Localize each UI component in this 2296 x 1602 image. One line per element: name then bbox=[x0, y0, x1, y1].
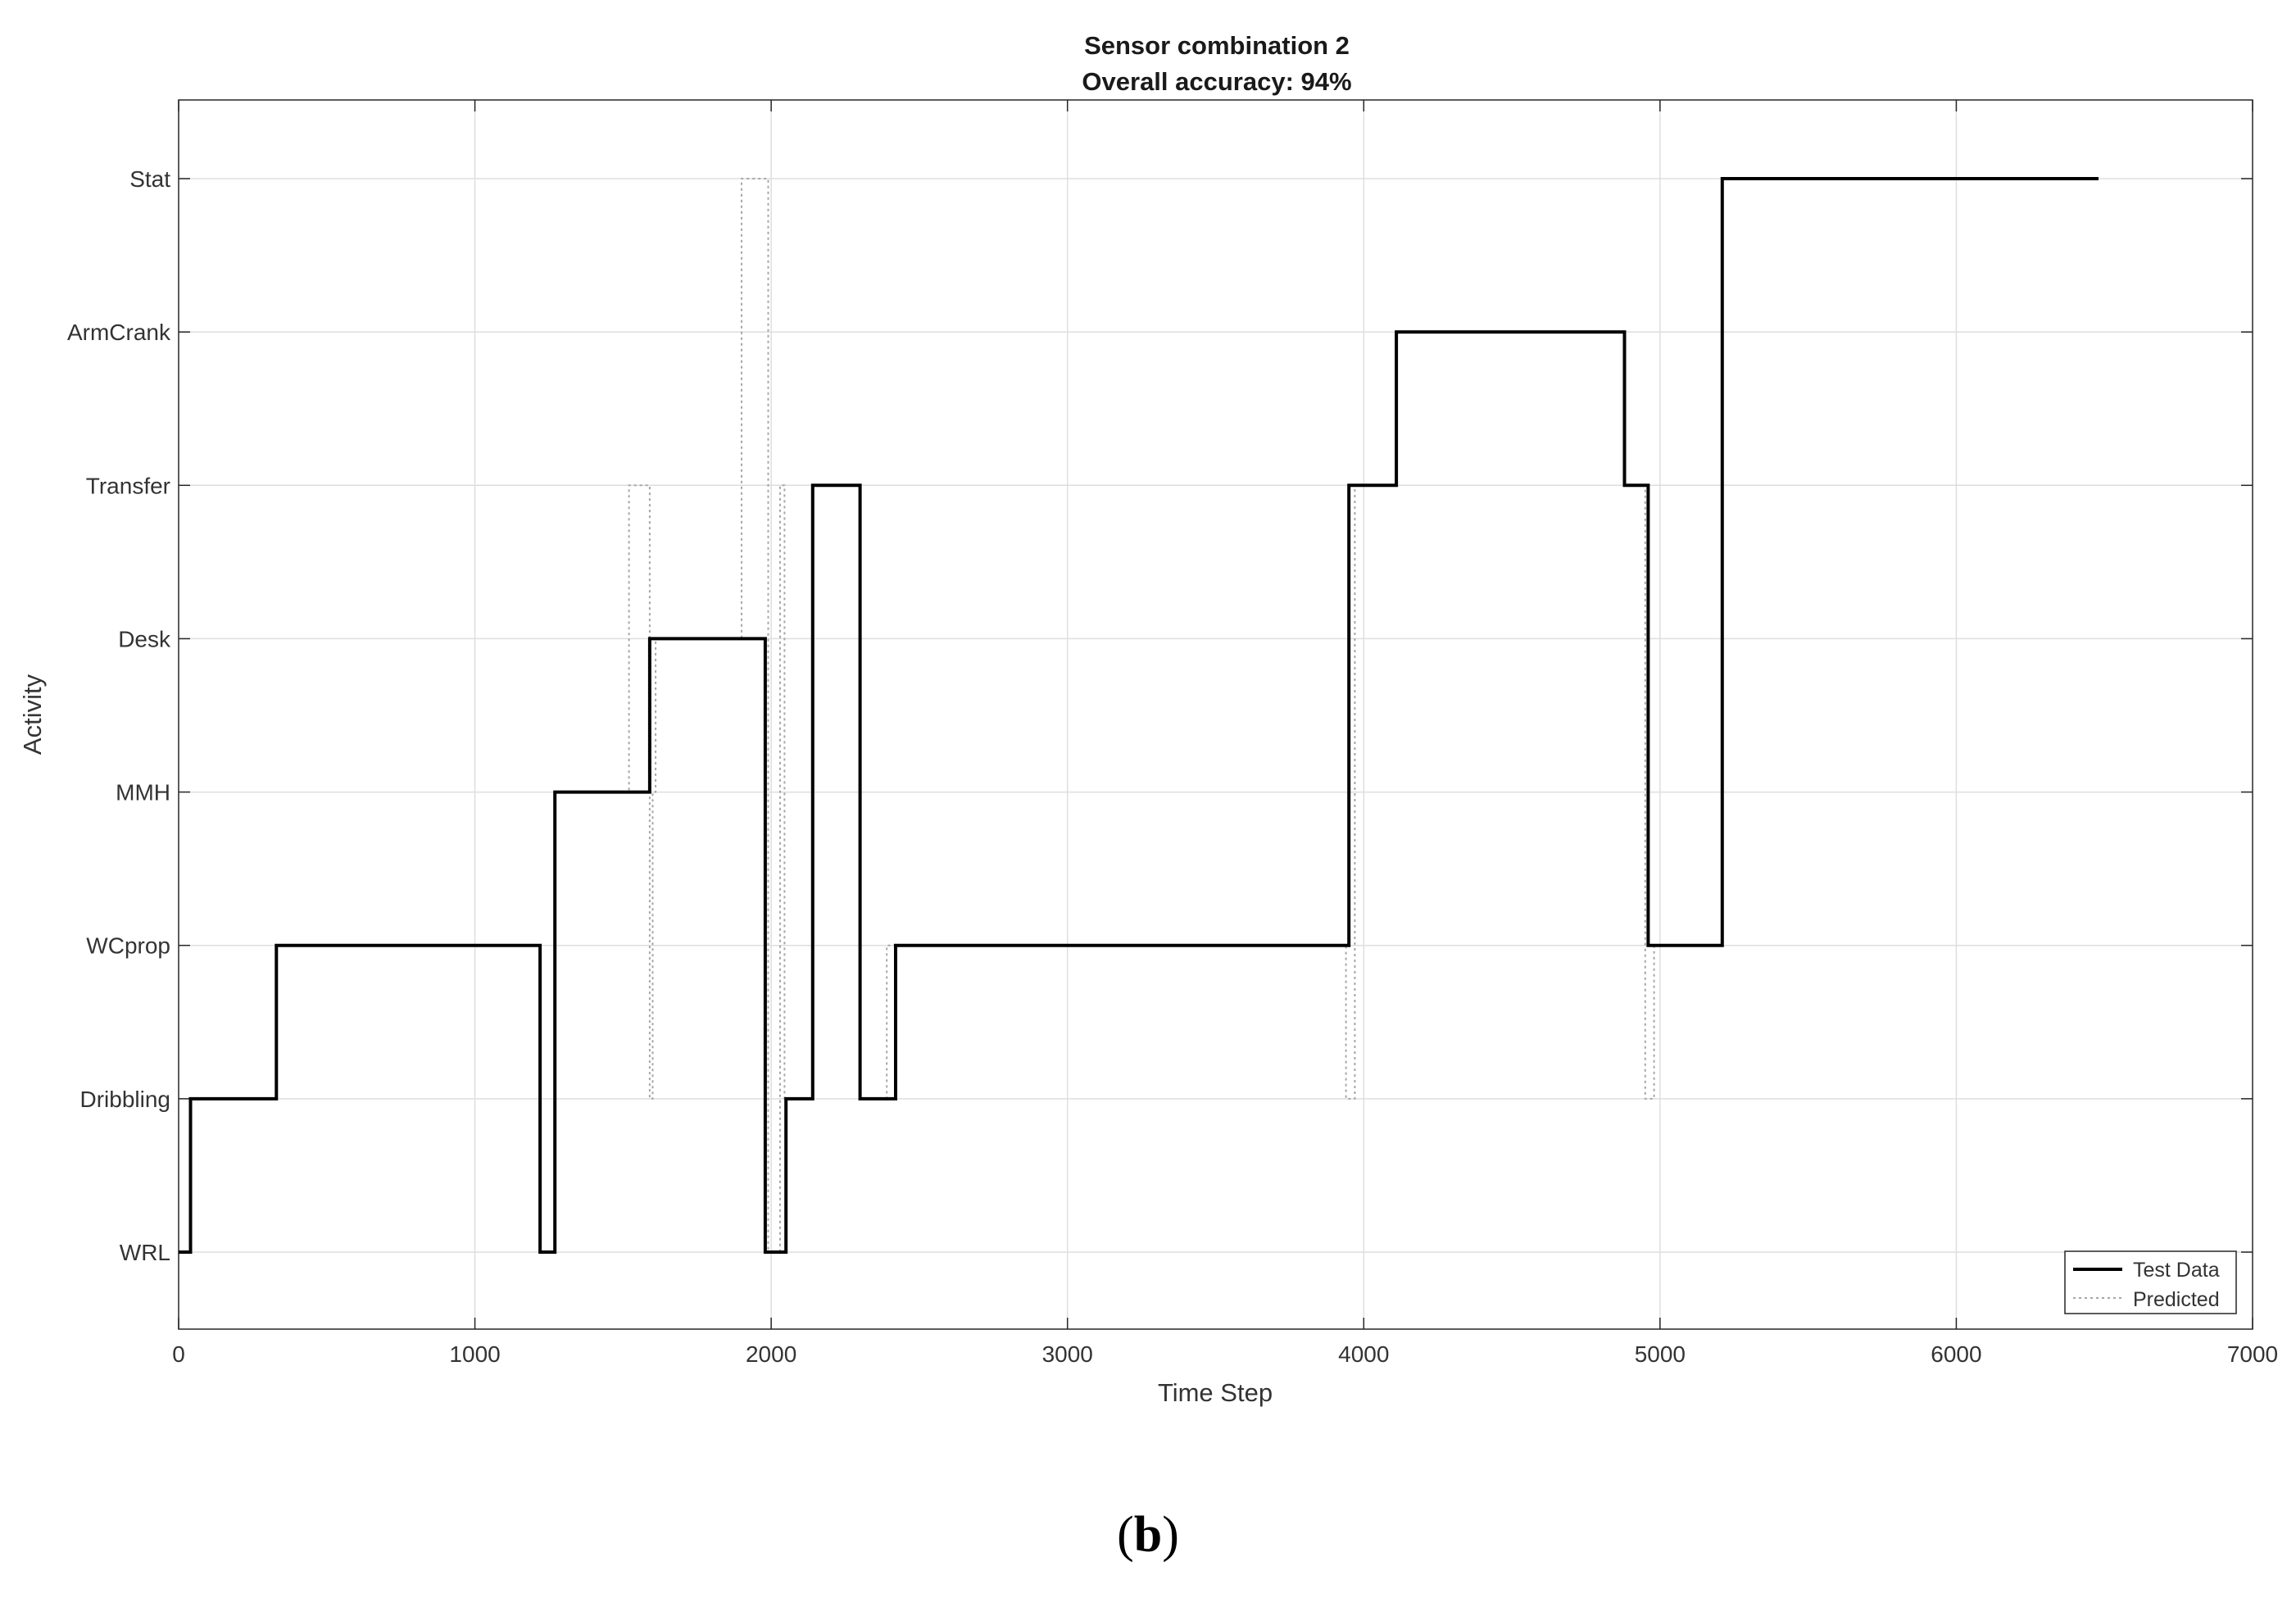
y-axis-label: Activity bbox=[18, 674, 47, 755]
caption-close-paren: ) bbox=[1162, 1507, 1179, 1563]
y-tick-label-armcrank: ArmCrank bbox=[67, 320, 171, 345]
y-tick-label-mmh: MMH bbox=[116, 780, 170, 806]
y-tick-label-wrl: WRL bbox=[120, 1240, 170, 1265]
chart-title: Sensor combination 2 bbox=[1084, 31, 1350, 60]
x-tick-label-2000: 2000 bbox=[746, 1341, 796, 1367]
legend-box bbox=[2064, 1250, 2237, 1314]
figure-caption: (b) bbox=[0, 1506, 2296, 1564]
legend-label-test-data: Test Data bbox=[2133, 1259, 2220, 1282]
x-tick-label-3000: 3000 bbox=[1042, 1341, 1093, 1367]
axis-ticks bbox=[178, 100, 2253, 1329]
y-tick-label-dribbling: Dribbling bbox=[80, 1087, 171, 1112]
legend-label-predicted: Predicted bbox=[2133, 1288, 2220, 1311]
series-line-test-data bbox=[179, 177, 2099, 1254]
y-tick-label-wcprop: WCprop bbox=[86, 933, 170, 959]
y-tick-label-transfer: Transfer bbox=[86, 473, 170, 498]
y-tick-labels: WRL Dribbling WCprop MMH Desk Transfer ArmCran… bbox=[67, 166, 171, 1265]
legend: Test Data Predicted bbox=[2064, 1250, 2237, 1314]
x-tick-label-6000: 6000 bbox=[1931, 1341, 1981, 1367]
series-lines bbox=[179, 177, 2099, 1254]
y-tick-label-desk: Desk bbox=[118, 626, 171, 651]
plot-area-frame bbox=[178, 99, 2253, 1330]
x-axis-label: Time Step bbox=[1158, 1378, 1273, 1407]
series-line-predicted bbox=[179, 178, 2099, 1253]
x-tick-label-1000: 1000 bbox=[449, 1341, 500, 1367]
x-tick-label-0: 0 bbox=[172, 1341, 185, 1367]
x-tick-label-5000: 5000 bbox=[1635, 1341, 1686, 1367]
x-tick-label-4000: 4000 bbox=[1338, 1341, 1389, 1367]
x-tick-labels: 0 1000 2000 3000 4000 5000 6000 7000 bbox=[172, 1341, 2278, 1367]
caption-open-paren: ( bbox=[1117, 1507, 1134, 1563]
grid-lines bbox=[179, 100, 2253, 1329]
caption-label: b bbox=[1133, 1507, 1163, 1563]
chart-subtitle: Overall accuracy: 94% bbox=[1082, 67, 1351, 96]
y-tick-label-stat: Stat bbox=[129, 166, 170, 192]
x-tick-label-7000: 7000 bbox=[2227, 1341, 2278, 1367]
